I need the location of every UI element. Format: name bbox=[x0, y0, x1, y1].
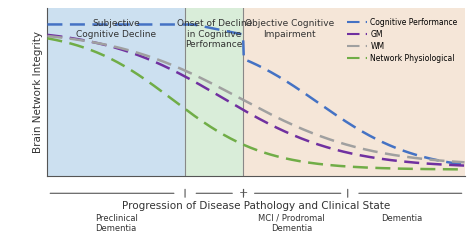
X-axis label: Progression of Disease Pathology and Clinical State: Progression of Disease Pathology and Cli… bbox=[122, 201, 390, 211]
Bar bbox=[47, 8, 185, 176]
Text: Onset of Decline
in Cognitive
Performance: Onset of Decline in Cognitive Performanc… bbox=[177, 19, 252, 49]
Text: Preclinical
Dementia: Preclinical Dementia bbox=[95, 213, 137, 233]
Bar bbox=[244, 8, 465, 176]
Text: Dementia: Dementia bbox=[381, 213, 423, 223]
Bar bbox=[185, 8, 244, 176]
Y-axis label: Brain Network Integrity: Brain Network Integrity bbox=[33, 31, 43, 153]
Text: Objective Cognitive
Impairment: Objective Cognitive Impairment bbox=[245, 19, 334, 39]
Text: +: + bbox=[239, 188, 248, 198]
Legend: Cognitive Performance, GM, WM, Network Physiological: Cognitive Performance, GM, WM, Network P… bbox=[345, 15, 461, 66]
Text: Subjective
Cognitive Decline: Subjective Cognitive Decline bbox=[76, 19, 156, 39]
Text: MCI / Prodromal
Dementia: MCI / Prodromal Dementia bbox=[258, 213, 325, 233]
